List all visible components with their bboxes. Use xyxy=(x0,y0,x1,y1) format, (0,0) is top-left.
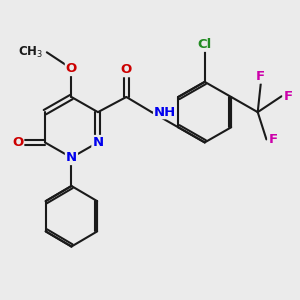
Text: F: F xyxy=(256,70,265,83)
Text: F: F xyxy=(268,133,278,146)
Text: NH: NH xyxy=(154,106,176,118)
Text: Cl: Cl xyxy=(198,38,212,51)
Text: N: N xyxy=(66,151,77,164)
Text: O: O xyxy=(121,63,132,76)
Text: O: O xyxy=(12,136,23,149)
Text: O: O xyxy=(66,62,77,75)
Text: N: N xyxy=(92,136,104,149)
Text: F: F xyxy=(284,90,292,103)
Text: CH$_3$: CH$_3$ xyxy=(18,45,43,60)
